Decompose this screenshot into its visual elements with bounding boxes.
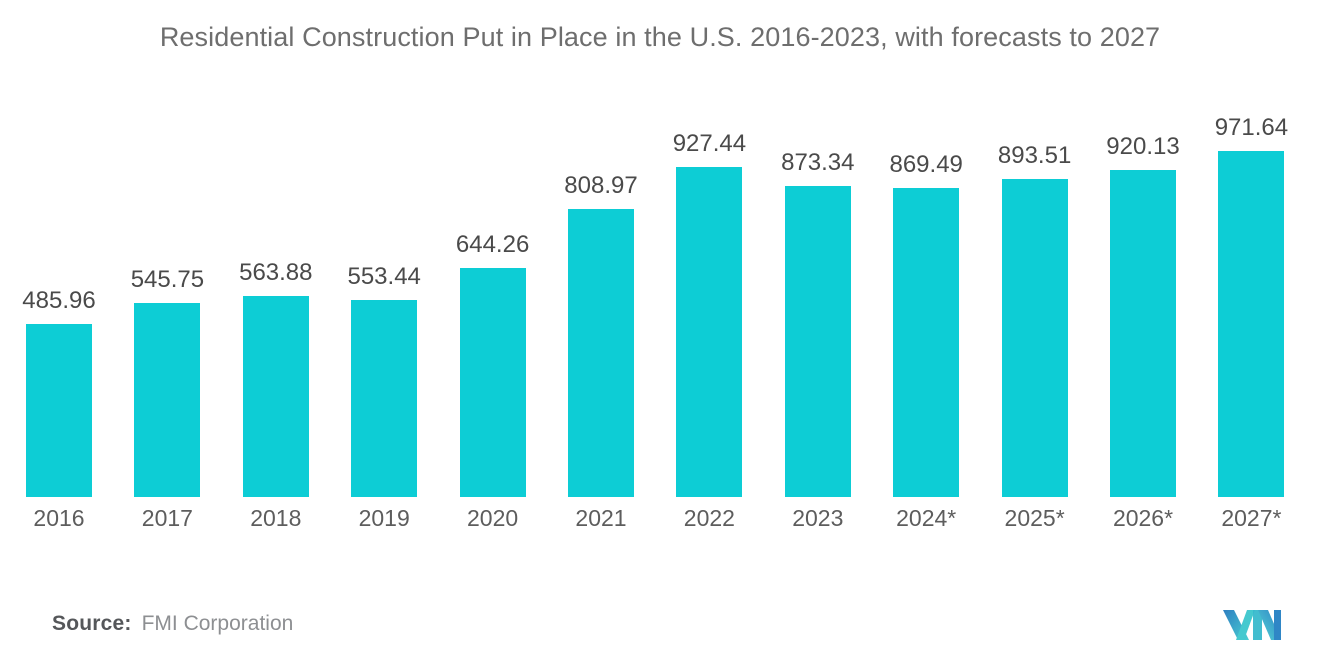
x-tick-label: 2024* xyxy=(896,505,957,531)
plot-area: 485.96 545.75 563.88 553.44 644.26 808.97 927.… xyxy=(22,116,1294,497)
bar-group: 971.64 xyxy=(1215,116,1288,497)
bar[interactable] xyxy=(26,324,92,497)
bar-group: 644.26 xyxy=(456,120,529,497)
bar-value-label: 563.88 xyxy=(239,259,313,287)
bar[interactable] xyxy=(242,296,309,497)
bar-group: 893.51 xyxy=(998,120,1071,497)
x-tick-label: 2019 xyxy=(358,505,410,531)
x-tick-label: 2016 xyxy=(33,505,85,531)
bar-value-label: 927.44 xyxy=(672,130,747,158)
bar-value-label: 808.97 xyxy=(564,172,638,200)
bar-group: 927.44 xyxy=(673,120,746,497)
bar-value-label: 485.96 xyxy=(22,287,96,315)
source-value: FMI Corporation xyxy=(141,612,294,635)
bar[interactable] xyxy=(784,186,851,497)
bar[interactable] xyxy=(1110,169,1176,497)
bar[interactable] xyxy=(459,267,526,497)
source-line: Source: FMI Corporation xyxy=(52,612,293,636)
x-tick-label: 2022 xyxy=(683,505,735,531)
bar-value-label: 545.75 xyxy=(130,265,205,293)
bar[interactable] xyxy=(1218,151,1285,497)
bar-value-label: 893.51 xyxy=(997,142,1072,170)
x-tick-label: 2017 xyxy=(141,505,193,531)
bar[interactable] xyxy=(893,187,960,497)
x-tick-label: 2025* xyxy=(1004,505,1065,531)
x-tick-label: 2018 xyxy=(250,505,302,531)
bar-group: 869.49 xyxy=(889,120,963,497)
bar-group: 563.88 xyxy=(239,120,313,497)
bar-group: 808.97 xyxy=(564,120,638,497)
bar-group: 545.75 xyxy=(131,120,204,497)
bar-group: 553.44 xyxy=(347,120,421,497)
bar-value-label: 644.26 xyxy=(455,230,530,258)
bar-group: 920.13 xyxy=(1106,120,1180,497)
bar[interactable] xyxy=(134,302,201,497)
bar-value-label: 553.44 xyxy=(347,263,421,291)
x-tick-label: 2027* xyxy=(1221,505,1282,531)
bar[interactable] xyxy=(351,300,418,497)
x-tick-label: 2020 xyxy=(467,505,519,531)
bar-value-label: 920.13 xyxy=(1106,132,1180,160)
bar-group: 485.96 xyxy=(22,120,96,497)
mordor-intelligence-logo xyxy=(1222,608,1282,642)
bar-group: 873.34 xyxy=(781,120,855,497)
bar-value-label: 873.34 xyxy=(781,149,855,177)
bar-value-label: 971.64 xyxy=(1214,114,1289,142)
x-axis: 2016 2017 2018 2019 2020 2021 2022 2023 2024* 202… xyxy=(26,505,1294,541)
source-label: Source: xyxy=(52,612,132,635)
chart-footer: Source: FMI Corporation xyxy=(0,608,1320,658)
bar[interactable] xyxy=(676,167,743,497)
bar-value-label: 869.49 xyxy=(889,150,963,178)
bar[interactable] xyxy=(1001,179,1068,497)
x-tick-label: 2026* xyxy=(1112,505,1174,531)
x-tick-label: 2023 xyxy=(792,505,844,531)
logo-icon xyxy=(1223,610,1281,640)
chart-title: Residential Construction Put in Place in… xyxy=(159,22,1161,52)
x-tick-label: 2021 xyxy=(575,505,627,531)
bar[interactable] xyxy=(568,209,634,497)
